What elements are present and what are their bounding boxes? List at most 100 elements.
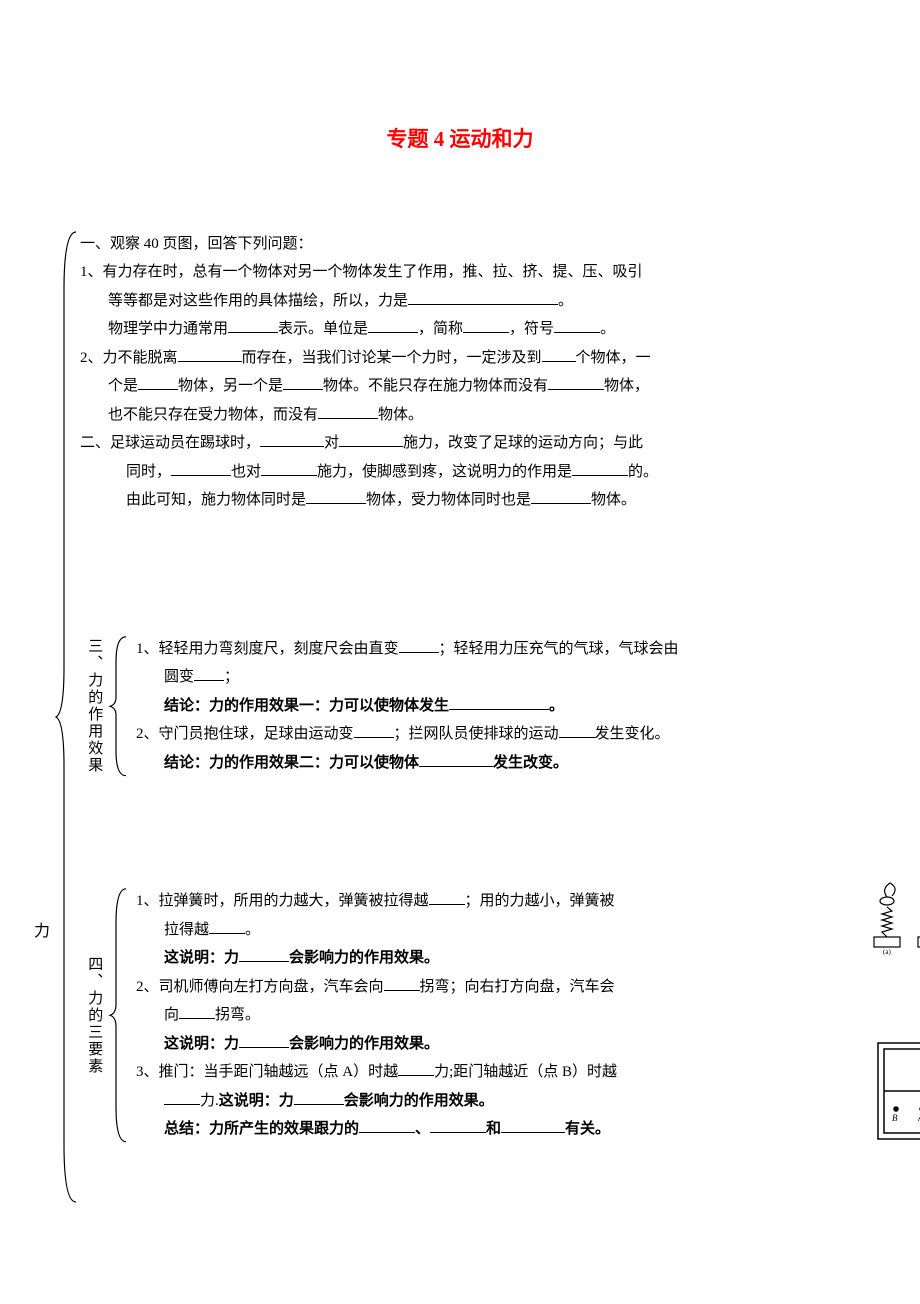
text: 结论：力的作用效果一：力可以使物体发生 xyxy=(164,698,449,714)
text: ，简称 xyxy=(418,321,463,337)
text: 2、力不能脱离 xyxy=(80,350,178,366)
text: ；拦网队员使排球的运动 xyxy=(394,726,559,742)
blank xyxy=(318,401,378,419)
s1-l1b: 等等都是对这些作用的具体描绘，所以，力是。 xyxy=(80,287,890,316)
text: 会影响力的作用效果。 xyxy=(289,950,439,966)
text: 1、拉弹簧时，所用的力越大，弹簧被拉得越 xyxy=(136,893,429,909)
blank xyxy=(384,973,420,991)
s3-l2: 圆变； xyxy=(136,663,890,692)
s2-l1: 二、足球运动员在踢球时， 对 施力，改变了足球的运动方向；与此 xyxy=(80,429,890,458)
text: 和 xyxy=(486,1121,501,1137)
s4-s2: 这说明：力 会影响力的作用效果。 xyxy=(136,1030,810,1059)
spring-icon: (a) (b) xyxy=(870,877,920,955)
s4-label: 四、力的三要素 xyxy=(80,887,108,1144)
text: 施力，使脚感到疼，这说明力的作用是 xyxy=(317,464,572,480)
spring-figure: (a) (b) xyxy=(870,877,920,966)
text: 对 xyxy=(324,435,339,451)
s1-heading: 一、观察 40 页图，回答下列问题： xyxy=(80,230,890,259)
text: 同时， xyxy=(126,464,171,480)
blank xyxy=(548,373,604,391)
blank xyxy=(559,721,595,739)
s3-l3: 2、守门员抱住球，足球由运动变；拦网队员使排球的运动发生变化。 xyxy=(136,720,890,749)
text: 拉得越 xyxy=(164,922,209,938)
blank xyxy=(228,316,278,334)
s4-l1: 1、拉弹簧时，所用的力越大，弹簧被拉得越；用的力越小，弹簧被 xyxy=(136,887,810,916)
s4-sum: 总结：力所产生的效果跟力的 、 和 有关。 xyxy=(136,1115,810,1144)
text: 总结：力所产生的效果跟力的 xyxy=(164,1121,359,1137)
main-axis-label: 力 xyxy=(30,230,54,1204)
blank xyxy=(359,1116,415,1134)
text: 物体，受力物体同时也是 xyxy=(366,492,531,508)
text: 。 xyxy=(558,293,573,309)
blank xyxy=(164,1087,200,1105)
s2-l2: 同时， 也对 施力，使脚感到疼，这说明力的作用是 的。 xyxy=(80,458,890,487)
outer-wrap: 力 一、观察 40 页图，回答下列问题： 1、有力存在时，总有一个物体对另一个物… xyxy=(30,230,890,1204)
s3-label: 三、力的作用效果 xyxy=(80,635,108,778)
text: 物体，另一个是 xyxy=(178,378,283,394)
s2-l3: 由此可知，施力物体同时是物体，受力物体同时也是物体。 xyxy=(80,486,890,515)
s3-brace xyxy=(108,635,130,778)
blank xyxy=(554,316,600,334)
text: 的。 xyxy=(628,464,658,480)
text: 也不能只存在受力物体，而没有 xyxy=(108,407,318,423)
blank xyxy=(408,287,558,305)
text: 向 xyxy=(164,1007,179,1023)
blank xyxy=(399,635,439,653)
s4-content: (a) (b) xyxy=(130,887,890,1144)
s4-l5: 3、推门：当手距门轴越远（点 A）时越 力;距门轴越近（点 B）时越 xyxy=(136,1058,810,1087)
door-figure: B A xyxy=(872,1037,920,1158)
text: 。 xyxy=(549,698,564,714)
s4-s1: 这说明：力会影响力的作用效果。 xyxy=(136,944,810,973)
blank xyxy=(463,316,509,334)
blank xyxy=(501,1116,565,1134)
blank xyxy=(260,430,324,448)
blank xyxy=(239,1030,289,1048)
text: 有关。 xyxy=(565,1121,610,1137)
text: 物体。 xyxy=(378,407,423,423)
text: 2、司机师傅向左打方向盘，汽车会向 xyxy=(136,979,384,995)
text: 。 xyxy=(600,321,615,337)
s4-l3: 2、司机师傅向左打方向盘，汽车会向 拐弯；向右打方向盘，汽车会 xyxy=(136,973,810,1002)
label-B: B xyxy=(892,1113,898,1123)
text: 拐弯；向右打方向盘，汽车会 xyxy=(420,979,615,995)
blank xyxy=(429,888,465,906)
s3-l1: 1、轻轻用力弯刻度尺，刻度尺会由直变；轻轻用力压充气的气球，气球会由 xyxy=(136,635,890,664)
blank xyxy=(179,1002,215,1020)
text: 、 xyxy=(415,1121,430,1137)
text: ，符号 xyxy=(509,321,554,337)
blank xyxy=(239,945,289,963)
text: 也对 xyxy=(231,464,261,480)
section-four: 四、力的三要素 xyxy=(80,887,890,1144)
blank xyxy=(542,344,576,362)
s4-brace xyxy=(108,887,130,1144)
text: 力;距门轴越近（点 B）时越 xyxy=(434,1064,617,1080)
s3-content: 1、轻轻用力弯刻度尺，刻度尺会由直变；轻轻用力压充气的气球，气球会由 圆变； 结… xyxy=(130,635,890,778)
s1-l1a: 1、有力存在时，总有一个物体对另一个物体发生了作用，推、拉、挤、提、压、吸引 xyxy=(80,258,890,287)
text: 3、推门：当手距门轴越远（点 A）时越 xyxy=(136,1064,398,1080)
blank xyxy=(178,344,242,362)
main-brace xyxy=(54,230,80,1204)
text: 由此可知，施力物体同时是 xyxy=(126,492,306,508)
brace-icon xyxy=(108,635,130,778)
blank xyxy=(138,373,178,391)
text: 个物体，一 xyxy=(576,350,651,366)
s3-c1: 结论：力的作用效果一：力可以使物体发生 。 xyxy=(136,692,890,721)
s1-l5: 也不能只存在受力物体，而没有 物体。 xyxy=(80,401,890,430)
text: 物体。不能只存在施力物体而没有 xyxy=(323,378,548,394)
text: 1、轻轻用力弯刻度尺，刻度尺会由直变 xyxy=(136,641,399,657)
text: 个是 xyxy=(108,378,138,394)
section-one-two: 一、观察 40 页图，回答下列问题： 1、有力存在时，总有一个物体对另一个物体发… xyxy=(80,230,890,515)
text: 拐弯。 xyxy=(215,1007,260,1023)
text: 物体， xyxy=(604,378,649,394)
blank xyxy=(419,749,493,767)
text: 二、足球运动员在踢球时， xyxy=(80,435,260,451)
section-three: 三、力的作用效果 1、轻轻用力弯刻度尺，刻度尺会由直变；轻轻用力压充气的气球，气… xyxy=(80,635,890,778)
blank xyxy=(531,487,591,505)
text: 施力，改变了足球的运动方向；与此 xyxy=(403,435,643,451)
s1-l2: 物理学中力通常用表示。单位是，简称，符号。 xyxy=(80,315,890,344)
text: 会影响力的作用效果。 xyxy=(289,1036,439,1052)
blank xyxy=(171,458,231,476)
text: 这说明：力 xyxy=(164,1036,239,1052)
text: 物理学中力通常用 xyxy=(108,321,228,337)
s1-l3: 2、力不能脱离而存在，当我们讨论某一个力时，一定涉及到个物体，一 xyxy=(80,344,890,373)
